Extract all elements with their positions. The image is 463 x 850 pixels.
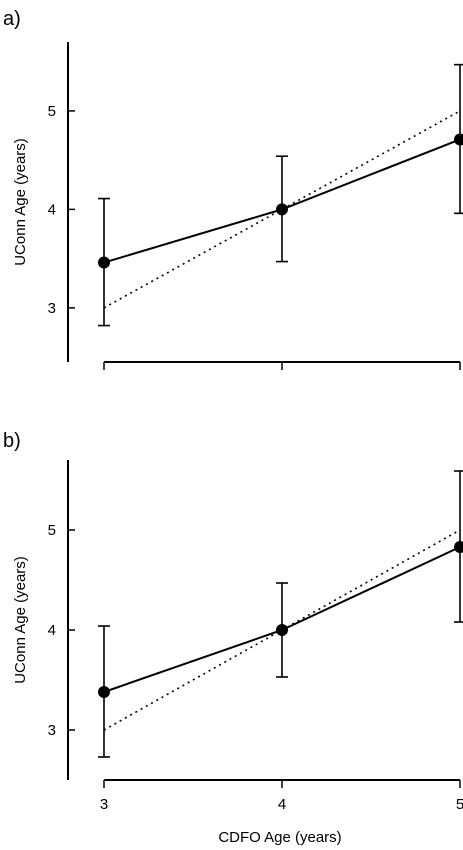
data-point (454, 133, 463, 146)
y-axis-label: UConn Age (years) (12, 556, 29, 684)
y-tick-label: 3 (48, 722, 56, 739)
y-tick-label: 4 (48, 201, 56, 218)
panel-b: b) 3 4 5 UConn Age (years) 3 4 5 CDFO Age (years… (3, 430, 463, 846)
data-point (276, 203, 288, 216)
y-tick-label: 5 (48, 522, 56, 539)
panel-label: b) (3, 430, 21, 452)
data-point (276, 624, 288, 636)
panel-a: a) 3 4 5 UConn Age (years) (3, 8, 463, 370)
y-tick-label: 5 (48, 103, 56, 120)
x-tick-label: 5 (456, 796, 463, 813)
y-tick-label: 4 (48, 622, 56, 639)
y-axis-label: UConn Age (years) (12, 138, 29, 266)
reference-line (103, 110, 461, 309)
panel-label: a) (3, 8, 21, 30)
x-tick-label: 4 (278, 796, 286, 813)
x-tick-label: 3 (100, 796, 108, 813)
data-point (98, 686, 110, 698)
data-point (98, 256, 110, 269)
data-point (454, 541, 463, 553)
x-axis-label: CDFO Age (years) (218, 829, 341, 846)
y-tick-label: 3 (48, 300, 56, 317)
